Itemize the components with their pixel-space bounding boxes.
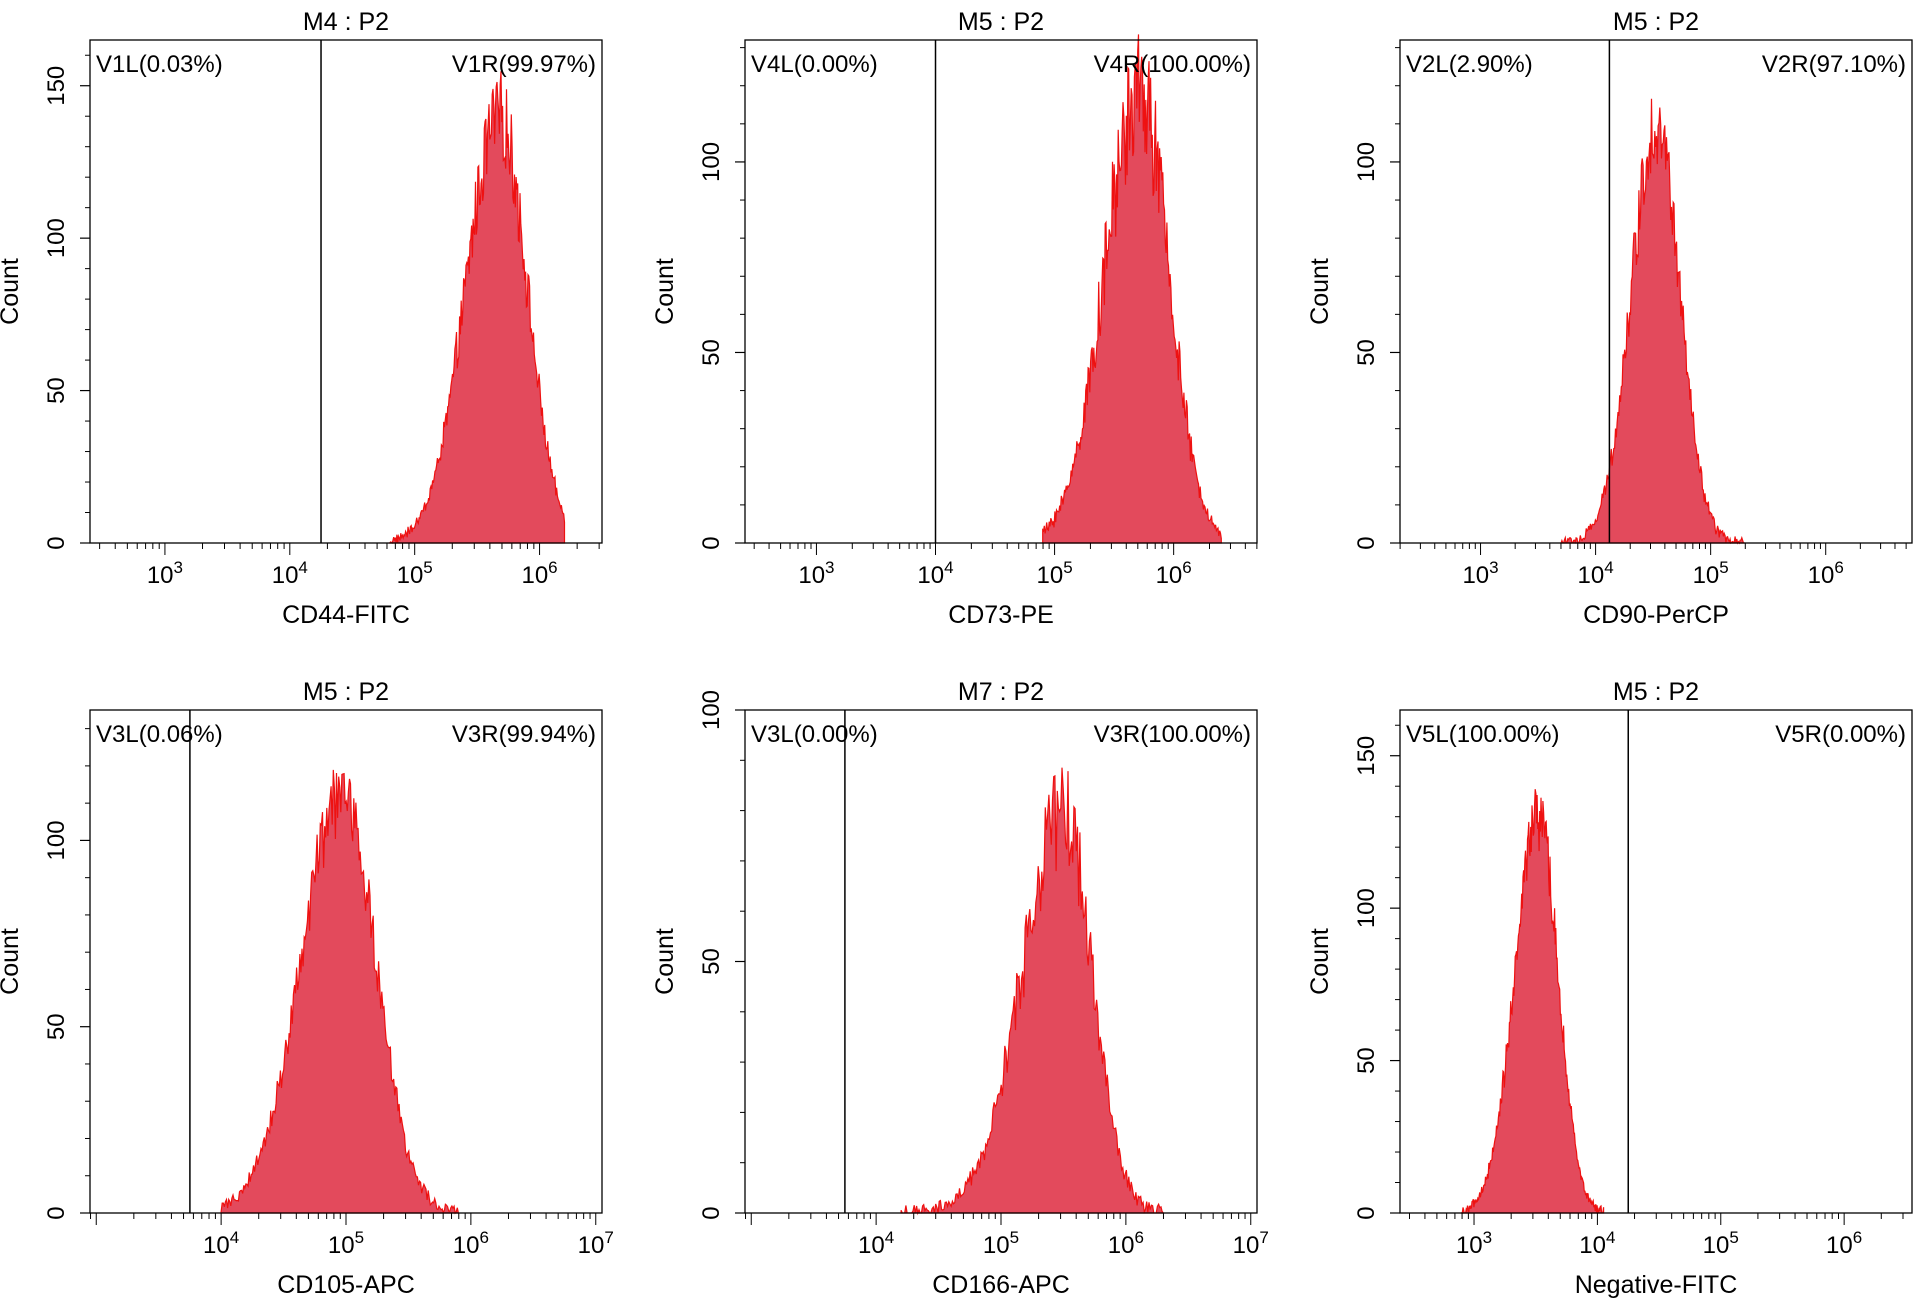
x-tick-label: 105 [1036, 558, 1072, 589]
region-label-left: V5L(100.00%) [1406, 721, 1559, 748]
x-axis-label: CD73-PE [948, 601, 1054, 629]
y-axis-label: Count [0, 928, 24, 995]
x-tick-label: 103 [1456, 1228, 1492, 1259]
y-axis-label: Count [1306, 258, 1334, 325]
y-tick-label: 50 [698, 339, 725, 366]
x-tick-label: 103 [1462, 558, 1498, 589]
y-axis-label: Count [0, 258, 24, 325]
y-tick-label: 0 [698, 1206, 725, 1219]
x-axis-label: CD90-PerCP [1583, 601, 1729, 629]
histogram-area [388, 71, 566, 545]
histogram-area [1560, 98, 1746, 545]
x-tick-label: 104 [1579, 1228, 1615, 1259]
x-tick-label: 106 [1108, 1228, 1144, 1259]
plot-frame [89, 39, 603, 544]
region-label-left: V1L(0.03%) [96, 51, 223, 78]
x-tick-label: 106 [1808, 558, 1844, 589]
y-tick-label: 0 [43, 536, 70, 549]
x-tick-label: 105 [1703, 1228, 1739, 1259]
region-label-right: V5R(0.00%) [1775, 721, 1906, 748]
x-axis-label: Negative-FITC [1575, 1271, 1738, 1298]
x-tick-label: 107 [1233, 1228, 1269, 1259]
y-axis-label: Count [651, 928, 679, 995]
x-tick-label: 105 [983, 1228, 1019, 1259]
y-tick-label: 100 [1353, 888, 1380, 928]
y-tick-label: 50 [43, 1013, 70, 1040]
region-label-right: V2R(97.10%) [1762, 51, 1906, 78]
y-tick-label: 100 [43, 218, 70, 258]
x-tick-label: 103 [147, 558, 183, 589]
y-tick-label: 100 [43, 820, 70, 860]
histogram-plot-3: M5 : P2 V2L(2.90%) V2R(97.10%) 0 50 100 Count 1… [1306, 8, 1913, 629]
region-label-left: V4L(0.00%) [751, 51, 878, 78]
region-label-right: V3R(99.94%) [452, 721, 596, 748]
x-axis-label: CD44-FITC [282, 601, 410, 629]
y-tick-label: 50 [43, 377, 70, 404]
region-label-left: V2L(2.90%) [1406, 51, 1533, 78]
x-tick-label: 106 [453, 1228, 489, 1259]
plot-title: M7 : P2 [958, 678, 1044, 706]
histogram-plot-1: M4 : P2 V1L(0.03%) V1R(99.97%) 0 50 100 150 Cou… [0, 8, 603, 629]
plot-title: M5 : P2 [1613, 8, 1699, 36]
plot-frame [744, 39, 1258, 544]
plot-title: M5 : P2 [303, 678, 389, 706]
x-tick-label: 106 [1826, 1228, 1862, 1259]
histogram-area [220, 769, 460, 1215]
y-axis-label: Count [651, 258, 679, 325]
histogram-area [1461, 789, 1605, 1214]
y-tick-label: 50 [1353, 339, 1380, 366]
plot-frame [1399, 39, 1913, 544]
histogram-area [1042, 34, 1222, 544]
histogram-plot-5: M7 : P2 V3L(0.00%) V3R(100.00%) 0 50 100 Count… [651, 678, 1269, 1298]
y-tick-label: 0 [43, 1206, 70, 1219]
histogram-plot-6: M5 : P2 V5L(100.00%) V5R(0.00%) 0 50 100 150 Co… [1306, 678, 1913, 1298]
y-tick-label: 150 [43, 66, 70, 106]
x-tick-label: 104 [272, 558, 308, 589]
x-tick-label: 104 [203, 1228, 239, 1259]
x-axis-label: CD105-APC [277, 1271, 415, 1298]
y-tick-label: 0 [1353, 536, 1380, 549]
histogram-area [900, 767, 1165, 1216]
y-tick-label: 150 [1353, 736, 1380, 776]
y-tick-label: 0 [1353, 1206, 1380, 1219]
plot-frame [1399, 709, 1913, 1214]
x-tick-label: 105 [397, 558, 433, 589]
y-axis-label: Count [1306, 928, 1334, 995]
y-tick-label: 100 [698, 690, 725, 730]
x-tick-label: 106 [1156, 558, 1192, 589]
region-label-right: V4R(100.00%) [1094, 51, 1251, 78]
x-tick-label: 103 [798, 558, 834, 589]
x-tick-label: 106 [521, 558, 557, 589]
histogram-plot-2: M5 : P2 V4L(0.00%) V4R(100.00%) 0 50 100 Count… [651, 8, 1258, 629]
y-tick-label: 100 [698, 142, 725, 182]
y-tick-label: 50 [698, 948, 725, 975]
x-axis-label: CD166-APC [932, 1271, 1070, 1298]
x-tick-label: 105 [1693, 558, 1729, 589]
plot-title: M5 : P2 [1613, 678, 1699, 706]
region-label-right: V1R(99.97%) [452, 51, 596, 78]
x-tick-label: 107 [578, 1228, 614, 1259]
y-tick-label: 50 [1353, 1047, 1380, 1074]
region-label-left: V3L(0.06%) [96, 721, 223, 748]
y-tick-label: 100 [1353, 142, 1380, 182]
region-label-left: V3L(0.00%) [751, 721, 878, 748]
x-tick-label: 104 [858, 1228, 894, 1259]
plot-title: M5 : P2 [958, 8, 1044, 36]
region-label-right: V3R(100.00%) [1094, 721, 1251, 748]
plot-title: M4 : P2 [303, 8, 389, 36]
x-tick-label: 104 [917, 558, 953, 589]
x-tick-label: 105 [328, 1228, 364, 1259]
y-tick-label: 0 [698, 536, 725, 549]
histogram-plot-4: M5 : P2 V3L(0.06%) V3R(99.94%) 0 50 100 Count 1… [0, 678, 614, 1298]
x-tick-label: 104 [1578, 558, 1614, 589]
